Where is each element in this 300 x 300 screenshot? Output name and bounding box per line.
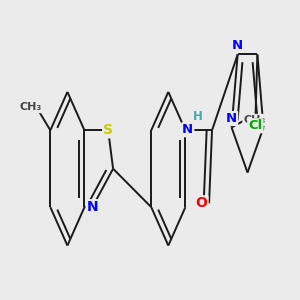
Text: CH₃: CH₃: [243, 115, 266, 125]
Text: Cl: Cl: [248, 119, 262, 132]
Text: N: N: [182, 123, 194, 136]
Text: CH₃: CH₃: [20, 102, 42, 112]
Text: O: O: [196, 196, 208, 210]
Text: H: H: [193, 110, 203, 123]
Text: N: N: [232, 39, 243, 52]
Text: S: S: [103, 123, 113, 137]
Text: N: N: [226, 112, 237, 125]
Text: N: N: [87, 200, 98, 214]
